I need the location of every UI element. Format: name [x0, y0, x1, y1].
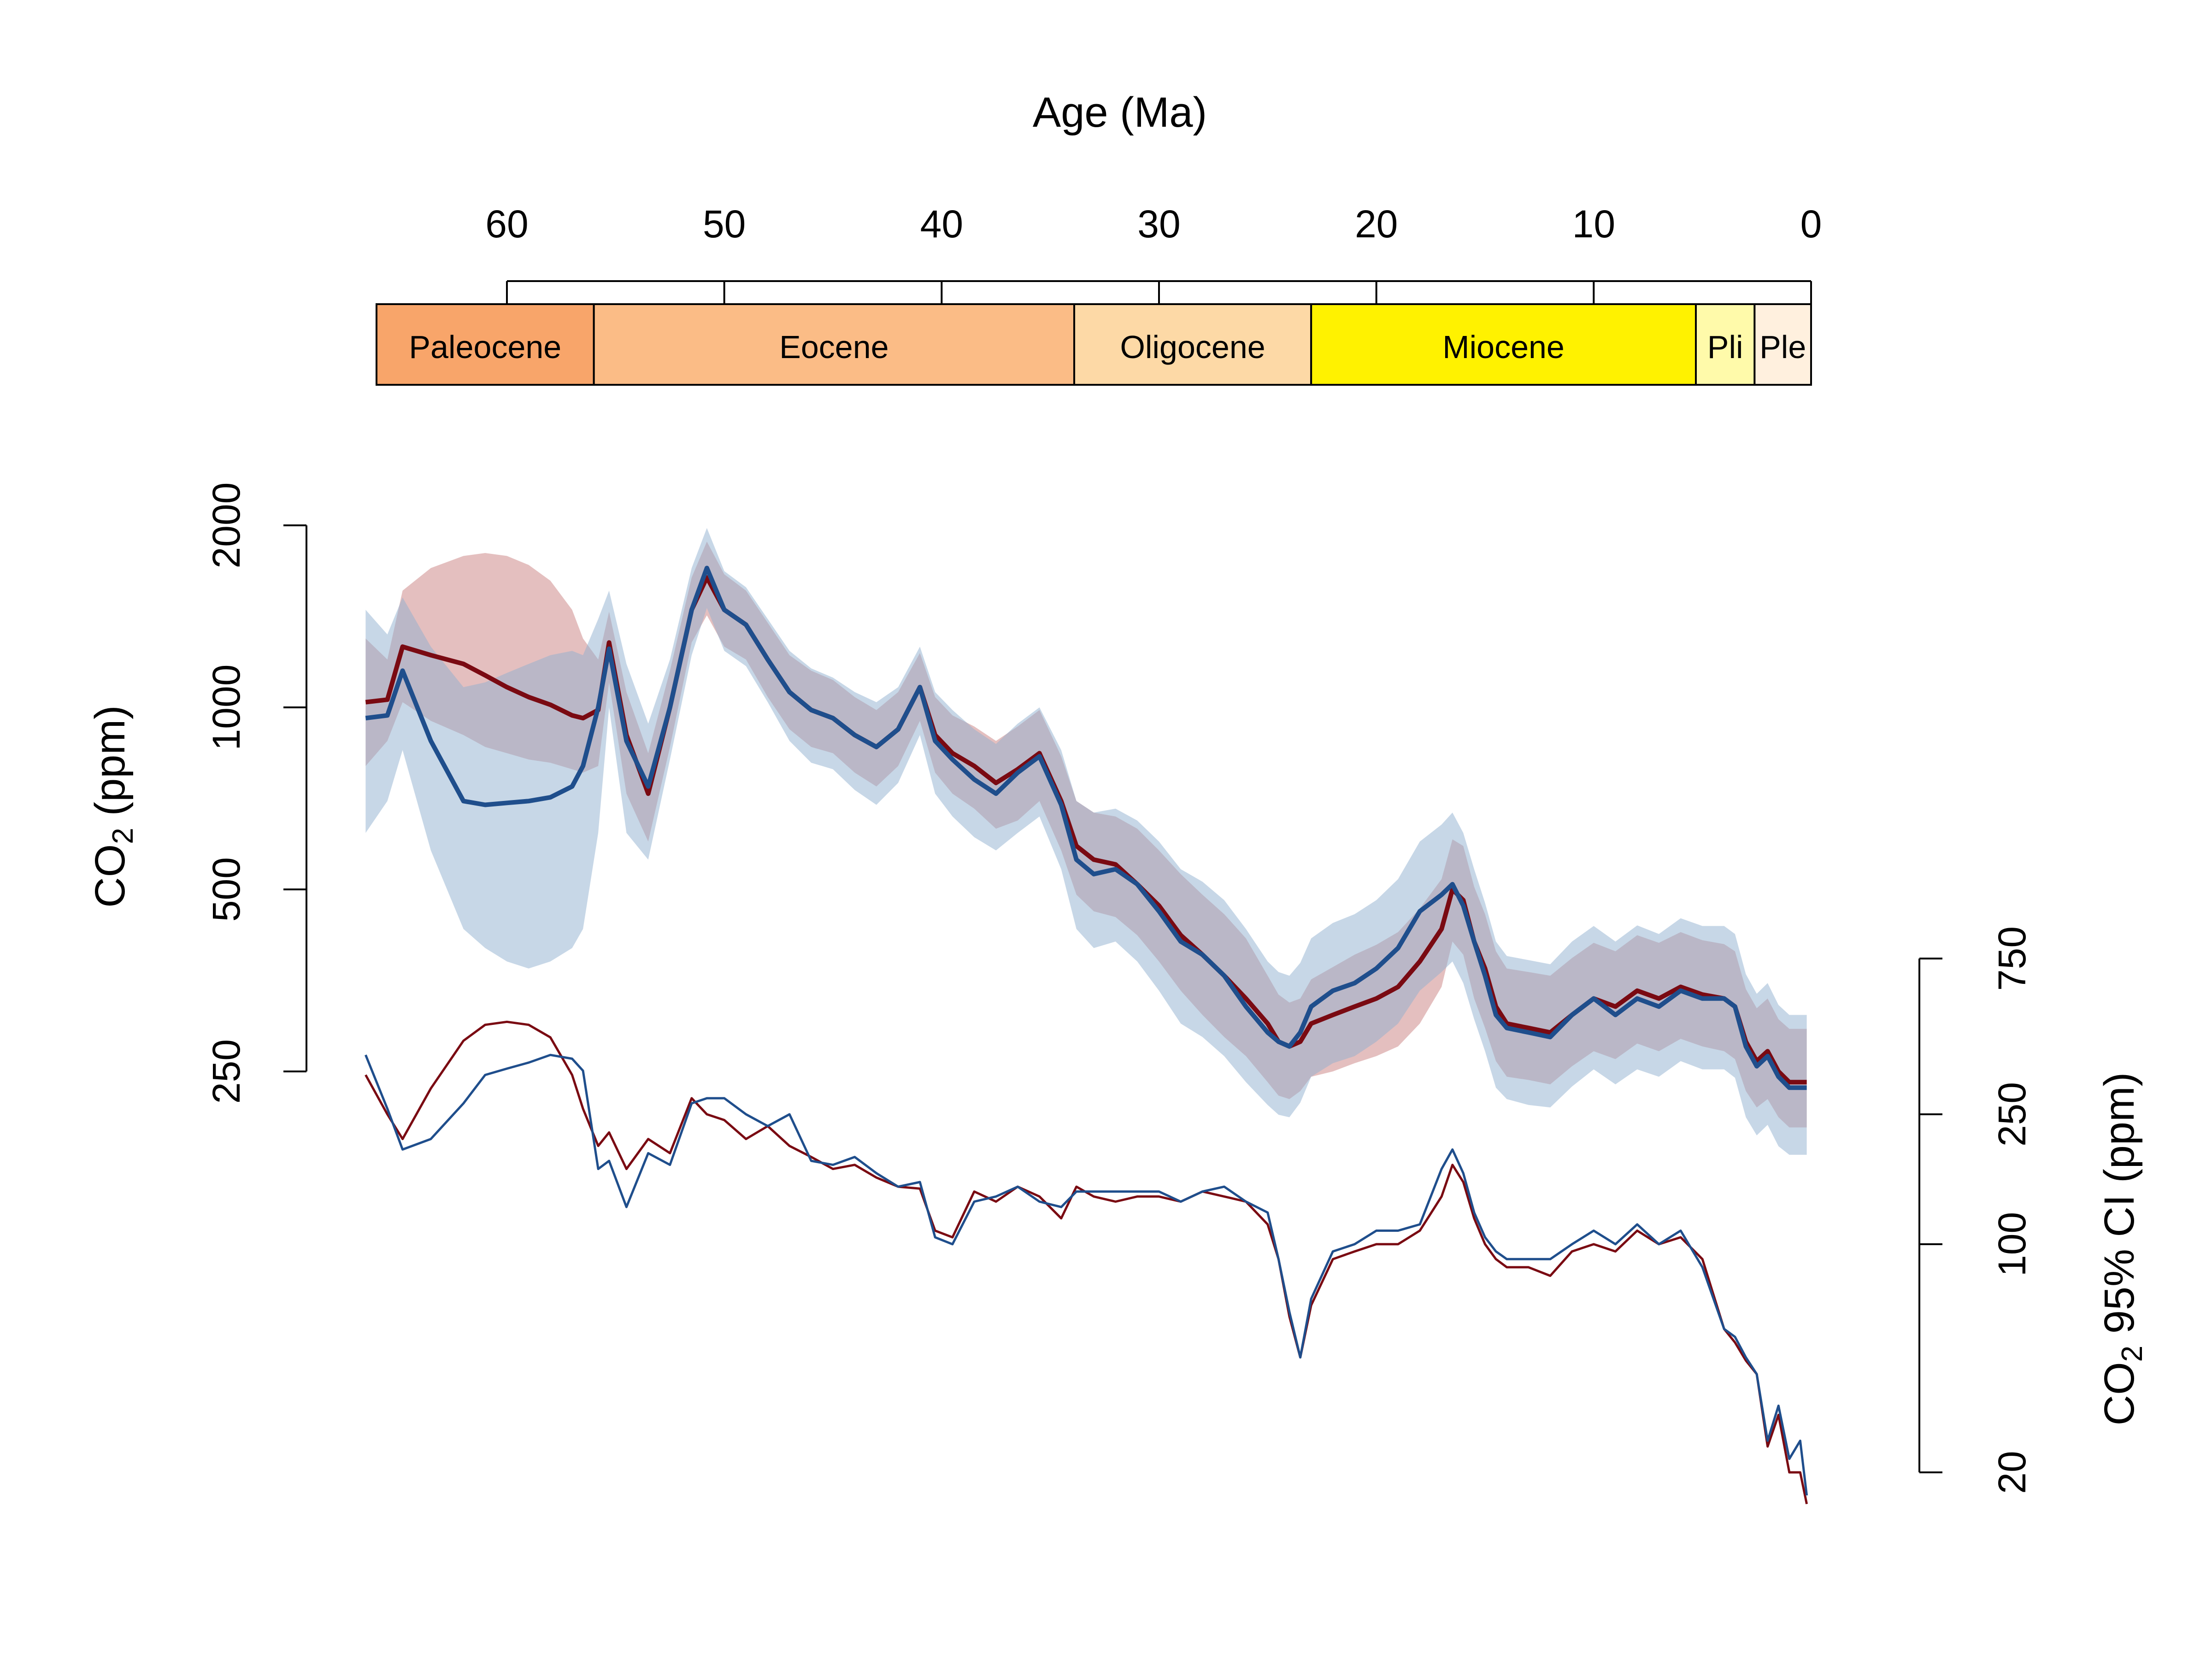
- left-axis-title-unit: (ppm): [87, 705, 134, 828]
- top-tick-label-20: 20: [1355, 202, 1398, 246]
- ci-width-line-1: [365, 1053, 1808, 1496]
- epoch-label-5: Ple: [1759, 329, 1806, 365]
- epoch-bar: Paleocene Eocene Oligocene Miocene Pli Ple: [376, 303, 1812, 386]
- series-lines: [365, 565, 1808, 1505]
- left-tick-label-1000: 1000: [205, 665, 248, 751]
- epoch-label-3: Miocene: [1442, 329, 1565, 365]
- epoch-label-0: Paleocene: [409, 329, 561, 365]
- top-tick-label-30: 30: [1137, 202, 1180, 246]
- right-axis-title-main: CO: [2096, 1362, 2143, 1425]
- right-axis-title-unit: 95% CI (ppm): [2096, 1072, 2143, 1346]
- top-tick-label-50: 50: [703, 202, 746, 246]
- epoch-box-4: [1695, 303, 1756, 386]
- right-tick-label-250: 250: [1990, 1082, 2034, 1147]
- top-axis-title: Age (Ma): [1033, 89, 1207, 136]
- epoch-label-4: Pli: [1707, 329, 1743, 365]
- left-axis-title-main: CO: [87, 844, 134, 908]
- left-tick-label-250: 250: [205, 1039, 248, 1104]
- left-tick-label-500: 500: [205, 857, 248, 922]
- epoch-box-5: [1753, 303, 1812, 386]
- right-ci-axis: 20 100 250 750: [1918, 926, 2034, 1494]
- right-tick-label-100: 100: [1990, 1212, 2034, 1277]
- top-tick-label-0: 0: [1800, 202, 1822, 246]
- confidence-bands: [365, 528, 1807, 1155]
- epoch-box-0: [376, 303, 595, 386]
- ci-band-1: [365, 528, 1807, 1155]
- right-tick-label-750: 750: [1990, 926, 2034, 991]
- right-tick-label-20: 20: [1990, 1451, 2034, 1494]
- top-age-axis: 60 50 40 30 20 10 0: [485, 202, 1822, 304]
- left-co2-axis: 250 500 1000 2000: [205, 482, 307, 1104]
- left-tick-label-2000: 2000: [205, 482, 248, 569]
- left-axis-title: CO2 (ppm): [87, 705, 139, 907]
- top-tick-label-10: 10: [1572, 202, 1615, 246]
- median-line-1: [365, 565, 1807, 1090]
- epoch-label-1: Eocene: [779, 329, 888, 365]
- epoch-label-2: Oligocene: [1120, 329, 1265, 365]
- ci-width-line-0: [365, 1020, 1808, 1505]
- top-tick-label-40: 40: [920, 202, 963, 246]
- top-tick-label-60: 60: [485, 202, 528, 246]
- right-axis-title-sub: 2: [2115, 1346, 2148, 1362]
- right-axis-title: CO2 95% CI (ppm): [2096, 1072, 2148, 1426]
- left-axis-title-sub: 2: [106, 828, 139, 844]
